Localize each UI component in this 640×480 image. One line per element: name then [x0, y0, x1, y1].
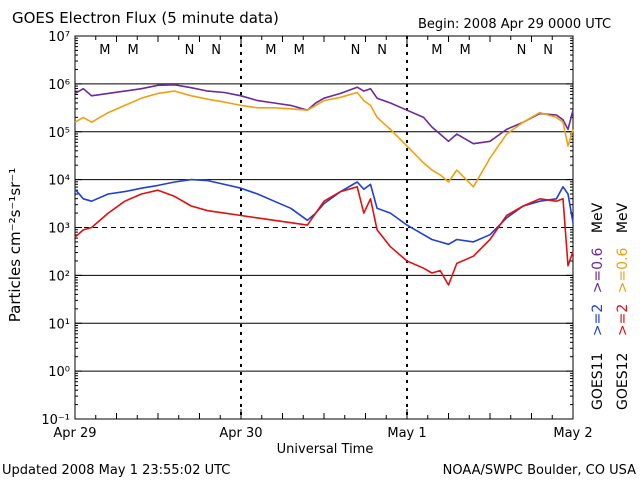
- y-tick-label: 10⁻¹: [41, 413, 70, 428]
- legend-unit-1: MeV: [590, 202, 606, 233]
- local-time-marker-n: N: [517, 43, 527, 58]
- y-tick-label: 10³: [48, 222, 70, 237]
- y-tick-label: 10⁷: [48, 30, 70, 45]
- y-tick-label: 10⁵: [48, 126, 70, 141]
- series-line-g12_2mev: [74, 186, 574, 286]
- series-line-g12_06mev: [74, 90, 574, 188]
- legend: GOES11 >=2 >=0.6 MeV GOES12 >=2 >=0.6 Me…: [590, 202, 631, 410]
- local-time-marker-m: M: [127, 43, 138, 58]
- plot-area: 10⁻¹ 10⁰ 10¹ 10² 10³ 10⁴ 10⁵ 10⁶ 10⁷ Apr 29 Apr 30…: [41, 30, 592, 441]
- legend-unit-2: MeV: [615, 202, 631, 233]
- chart-title: GOES Electron Flux (5 minute data): [12, 9, 279, 27]
- local-time-marker-m: M: [459, 43, 470, 58]
- x-tick-label: Apr 29: [53, 426, 96, 441]
- y-tick-label: 10⁶: [48, 78, 70, 93]
- local-time-marker-n: N: [351, 43, 361, 58]
- x-axis-label: Universal Time: [277, 442, 374, 457]
- local-time-marker-n: N: [211, 43, 221, 58]
- legend-goes12-2mev: >=2: [615, 304, 631, 336]
- local-time-marker-n: N: [377, 43, 387, 58]
- legend-goes11-2mev: >=2: [590, 304, 606, 336]
- credit-text: NOAA/SWPC Boulder, CO USA: [443, 463, 636, 478]
- local-time-marker-n: N: [543, 43, 553, 58]
- x-tick-label: May 1: [387, 426, 426, 441]
- x-tick-label: May 2: [553, 426, 592, 441]
- legend-goes11-06mev: >=0.6: [590, 247, 606, 293]
- updated-timestamp: Updated 2008 May 1 23:55:02 UTC: [2, 463, 230, 478]
- y-axis-label: Particles cm⁻²s⁻¹sr⁻¹: [6, 168, 24, 322]
- y-tick-label: 10¹: [48, 317, 70, 332]
- series-line-g11_2mev: [74, 178, 574, 246]
- svg-text:GOES11 >=2 >=0.6: GOES11 >=2 >=0.6 MeV: [590, 202, 606, 410]
- y-tick-label: 10⁴: [48, 174, 70, 189]
- local-time-marker-m: M: [293, 43, 304, 58]
- legend-sat-goes11: GOES11: [590, 353, 606, 410]
- series-line-g11_06mev: [74, 84, 574, 145]
- y-tick-label: 10⁰: [48, 365, 70, 380]
- legend-sat-goes12: GOES12: [615, 353, 631, 410]
- local-time-marker-n: N: [185, 43, 195, 58]
- legend-goes12-06mev: >=0.6: [615, 247, 631, 293]
- y-tick-label: 10²: [48, 269, 70, 284]
- begin-date: Begin: 2008 Apr 29 0000 UTC: [418, 17, 611, 32]
- local-time-marker-m: M: [99, 43, 110, 58]
- svg-text:GOES12 >=2 >=0.6: GOES12 >=2 >=0.6 MeV: [615, 202, 631, 410]
- local-time-marker-m: M: [265, 43, 276, 58]
- local-time-marker-m: M: [431, 43, 442, 58]
- x-tick-label: Apr 30: [219, 426, 262, 441]
